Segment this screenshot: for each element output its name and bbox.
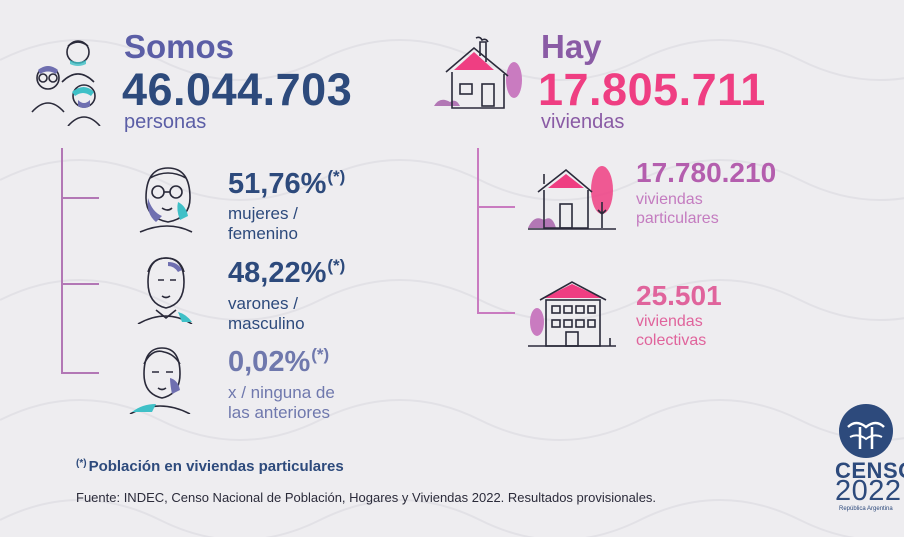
men-percent: 48,22%(*) <box>228 256 346 289</box>
private-housing-label: viviendas particulares <box>636 191 719 227</box>
people-group-icon <box>31 40 101 126</box>
people-total: 46.044.703 <box>122 64 353 115</box>
house-icon <box>434 36 522 109</box>
women-label: mujeres / femenino <box>228 204 298 243</box>
people-heading: Somos <box>124 28 235 65</box>
footnote: (*) Población en viviendas particulares <box>76 458 344 475</box>
people-unit: personas <box>124 111 207 133</box>
housing-heading: Hay <box>541 28 602 65</box>
person-face-icon <box>129 347 191 414</box>
private-housing-value: 17.780.210 <box>636 157 777 188</box>
collective-housing-label: viviendas colectivas <box>636 313 707 349</box>
logo-name: CENSO <box>835 458 904 483</box>
housing-total: 17.805.711 <box>538 64 766 115</box>
man-face-icon <box>137 257 193 324</box>
none-percent: 0,02%(*) <box>228 345 330 378</box>
logo-country: República Argentina <box>839 506 893 512</box>
censo-logo-icon <box>839 404 893 458</box>
source-text: Fuente: INDEC, Censo Nacional de Poblaci… <box>76 490 657 505</box>
collective-housing-icon <box>528 281 616 347</box>
logo-year: 2022 <box>835 475 902 507</box>
woman-face-icon <box>139 167 193 233</box>
people-tree-line <box>61 148 63 373</box>
private-house-icon <box>528 166 616 230</box>
people-branch-2 <box>61 283 99 285</box>
people-branch-1 <box>61 197 99 199</box>
housing-tree-line <box>477 148 479 313</box>
men-label: varones / masculino <box>228 294 305 333</box>
collective-housing-value: 25.501 <box>636 280 722 311</box>
housing-branch-2 <box>477 312 515 314</box>
people-branch-3 <box>61 372 99 374</box>
housing-unit: viviendas <box>541 111 625 133</box>
women-percent: 51,76%(*) <box>228 167 346 200</box>
housing-branch-1 <box>477 206 515 208</box>
none-label: x / ninguna de las anteriores <box>228 383 335 422</box>
